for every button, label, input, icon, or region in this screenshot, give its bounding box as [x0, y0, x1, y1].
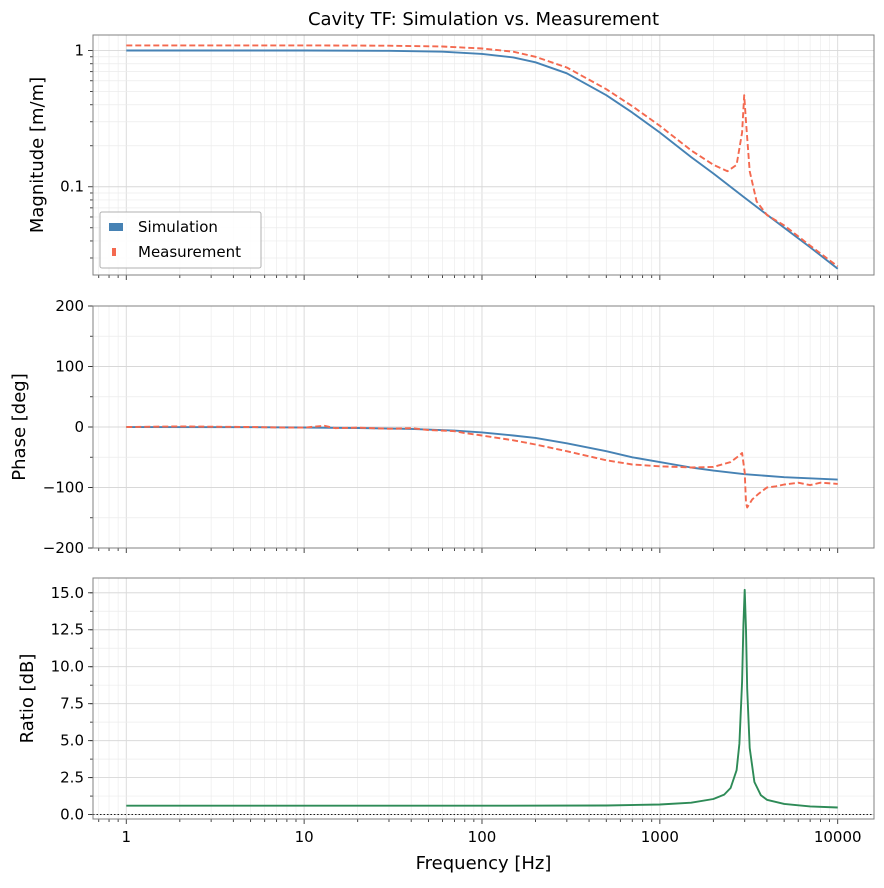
plot-frame-2: [92, 577, 875, 820]
y-tick-label-1-1: −100: [43, 479, 84, 497]
legend-label-1: Measurement: [138, 243, 241, 261]
y-axis-label-2: Ratio [dB]: [17, 654, 38, 744]
y-axis-label-0: Magnitude [m/m]: [27, 77, 48, 233]
y-tick-label-1-4: 200: [55, 297, 84, 315]
x-tick-label-1: 10: [295, 828, 314, 846]
y-tick-label-1-2: 0: [74, 418, 84, 436]
y-tick-label-2-4: 10.0: [51, 658, 84, 676]
y-tick-label-2-1: 2.5: [60, 769, 84, 787]
plot-frame-0: [92, 34, 875, 276]
y-tick-label-1-0: −200: [43, 539, 84, 557]
plot-frame-1: [92, 305, 875, 549]
y-tick-label-2-0: 0.0: [60, 806, 84, 824]
y-tick-label-2-3: 7.5: [60, 695, 84, 713]
y-tick-label-2-5: 12.5: [51, 621, 84, 639]
series-line-2-0: [126, 588, 838, 809]
x-tick-label-4: 10000: [814, 828, 862, 846]
x-tick-label-0: 1: [122, 828, 132, 846]
legend-swatch-0: [109, 223, 123, 231]
legend-swatch-1: [112, 248, 116, 256]
x-tick-label-3: 1000: [641, 828, 679, 846]
legend-box: [99, 211, 262, 269]
series-line-0-0: [126, 49, 839, 270]
y-tick-label-2-6: 15.0: [51, 584, 84, 602]
x-axis-label: Frequency [Hz]: [416, 853, 552, 874]
series-line-1-1: [126, 424, 838, 509]
y-tick-label-1-3: 100: [55, 358, 84, 376]
x-tick-label-2: 100: [468, 828, 497, 846]
legend-label-0: Simulation: [138, 218, 218, 236]
y-axis-label-1: Phase [deg]: [9, 373, 30, 480]
chart-title: Cavity TF: Simulation vs. Measurement: [308, 9, 659, 30]
y-tick-label-0-1: 1: [74, 42, 84, 60]
series-line-1-0: [126, 426, 838, 481]
series-line-0-1: [126, 44, 839, 268]
y-tick-label-0-0: 0.1: [60, 178, 84, 196]
y-tick-label-2-2: 5.0: [60, 732, 84, 750]
